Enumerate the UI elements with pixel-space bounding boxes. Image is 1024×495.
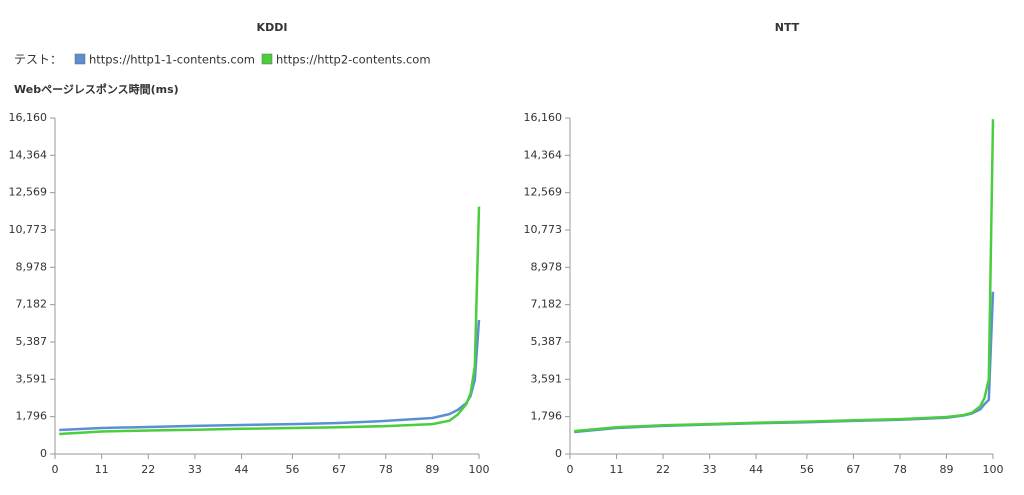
legend-label: https://http2-contents.com (276, 53, 431, 67)
y-tick-label: 16,160 (9, 111, 48, 124)
y-tick-label: 10,773 (524, 223, 563, 236)
y-tick-label: 0 (555, 447, 562, 460)
y-tick-label: 8,978 (16, 260, 48, 273)
series-line (574, 291, 995, 434)
x-tick-label: 0 (52, 463, 59, 476)
y-tick-label: 1,796 (531, 410, 563, 423)
y-tick-label: 14,364 (9, 148, 48, 161)
x-tick-label: 0 (567, 463, 574, 476)
y-tick-label: 12,569 (9, 186, 48, 199)
y-tick-label: 16,160 (524, 111, 563, 124)
x-tick-label: 44 (749, 463, 763, 476)
x-tick-label: 78 (379, 463, 393, 476)
x-tick-label: 56 (285, 463, 299, 476)
x-tick-label: 11 (95, 463, 109, 476)
y-tick-label: 5,387 (16, 335, 48, 348)
x-tick-label: 100 (983, 463, 1004, 476)
legend-swatch (261, 53, 273, 65)
x-tick-label: 33 (703, 463, 717, 476)
y-tick-label: 1,796 (16, 410, 48, 423)
x-tick-label: 44 (235, 463, 249, 476)
y-axis-title: Webページレスポンス時間(ms) (14, 82, 179, 96)
series-line (59, 319, 481, 432)
x-tick-label: 33 (188, 463, 202, 476)
y-tick-label: 14,364 (524, 148, 563, 161)
y-tick-label: 12,569 (524, 186, 563, 199)
x-tick-label: 22 (141, 463, 155, 476)
y-tick-label: 7,182 (16, 298, 48, 311)
y-tick-label: 7,182 (531, 298, 563, 311)
y-tick-label: 3,591 (531, 372, 563, 385)
series-line (574, 119, 995, 433)
x-tick-label: 100 (469, 463, 490, 476)
x-tick-label: 67 (846, 463, 860, 476)
legend-swatch (74, 53, 86, 65)
y-tick-label: 5,387 (531, 335, 563, 348)
y-tick-label: 3,591 (16, 372, 48, 385)
y-tick-label: 10,773 (9, 223, 48, 236)
chart-title: NTT (775, 21, 800, 34)
legend-title: テスト： (14, 53, 62, 67)
x-tick-label: 89 (425, 463, 439, 476)
x-tick-label: 78 (893, 463, 907, 476)
y-tick-label: 0 (40, 447, 47, 460)
y-tick-label: 8,978 (531, 260, 563, 273)
x-tick-label: 89 (939, 463, 953, 476)
x-tick-label: 56 (800, 463, 814, 476)
series-line (59, 206, 481, 436)
chart-title: KDDI (257, 21, 288, 34)
x-tick-label: 11 (610, 463, 624, 476)
x-tick-label: 67 (332, 463, 346, 476)
legend-label: https://http1-1-contents.com (89, 53, 255, 67)
x-tick-label: 22 (656, 463, 670, 476)
